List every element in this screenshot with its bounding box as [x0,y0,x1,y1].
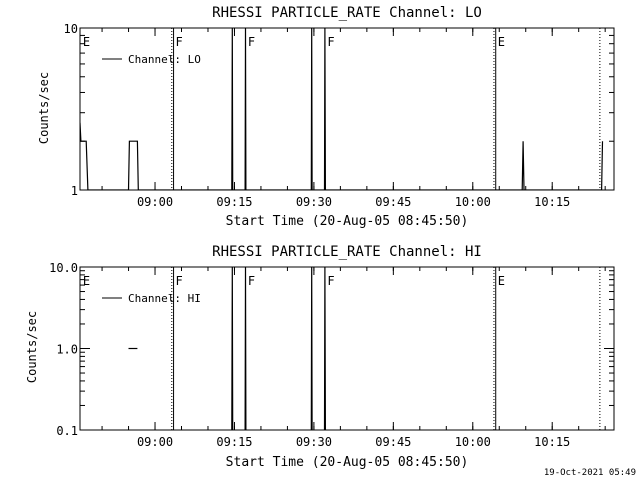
y-tick-label-lo: 1 [71,184,78,198]
chart-title-lo: RHESSI PARTICLE_RATE Channel: LO [212,5,482,21]
x-axis-label-lo: Start Time (20-Aug-05 08:45:50) [226,214,469,229]
legend-label-hi: Channel: HI [128,292,201,305]
event-flag-hi: F [176,274,183,288]
x-tick-label-hi: 10:00 [455,435,491,449]
event-flag-hi: F [248,274,255,288]
event-flag-lo: E [498,35,505,49]
event-flag-lo: E [83,35,90,49]
x-tick-label-hi: 10:15 [534,435,570,449]
event-flag-hi: E [498,274,505,288]
x-tick-label-hi: 09:30 [296,435,332,449]
legend-label-lo: Channel: LO [128,53,201,66]
y-tick-label-hi: 10.0 [49,261,78,275]
x-tick-label-hi: 09:45 [375,435,411,449]
data-line-hi [310,267,313,430]
event-flag-lo: F [327,35,334,49]
lo-channel-panel: RHESSI PARTICLE_RATE Channel: LO Start T… [37,5,615,229]
data-line-hi [231,267,234,430]
generation-timestamp: 19-Oct-2021 05:49 [544,468,636,478]
event-flag-hi: E [83,274,90,288]
x-tick-label-lo: 09:45 [375,195,411,209]
hi-channel-panel: RHESSI PARTICLE_RATE Channel: HI Start T… [25,244,615,470]
x-tick-label-lo: 10:15 [534,195,570,209]
event-flag-lo: F [176,35,183,49]
y-axis-label-hi: Counts/sec [25,311,39,383]
data-line-hi [244,267,247,430]
y-axis-label-lo: Counts/sec [37,72,51,144]
y-tick-label-hi: 0.1 [56,424,78,438]
x-tick-label-lo: 10:00 [455,195,491,209]
event-flag-hi: F [327,274,334,288]
x-tick-label-lo: 09:30 [296,195,332,209]
x-tick-label-lo: 09:15 [216,195,252,209]
event-flag-lo: F [248,35,255,49]
x-tick-label-hi: 09:00 [137,435,173,449]
y-tick-label-hi: 1.0 [56,343,78,357]
x-axis-label-hi: Start Time (20-Aug-05 08:45:50) [226,455,469,470]
x-tick-label-lo: 09:00 [137,195,173,209]
y-tick-label-lo: 10 [64,22,78,36]
data-line-hi [323,267,326,430]
chart-title-hi: RHESSI PARTICLE_RATE Channel: HI [212,244,482,260]
x-tick-label-hi: 09:15 [216,435,252,449]
